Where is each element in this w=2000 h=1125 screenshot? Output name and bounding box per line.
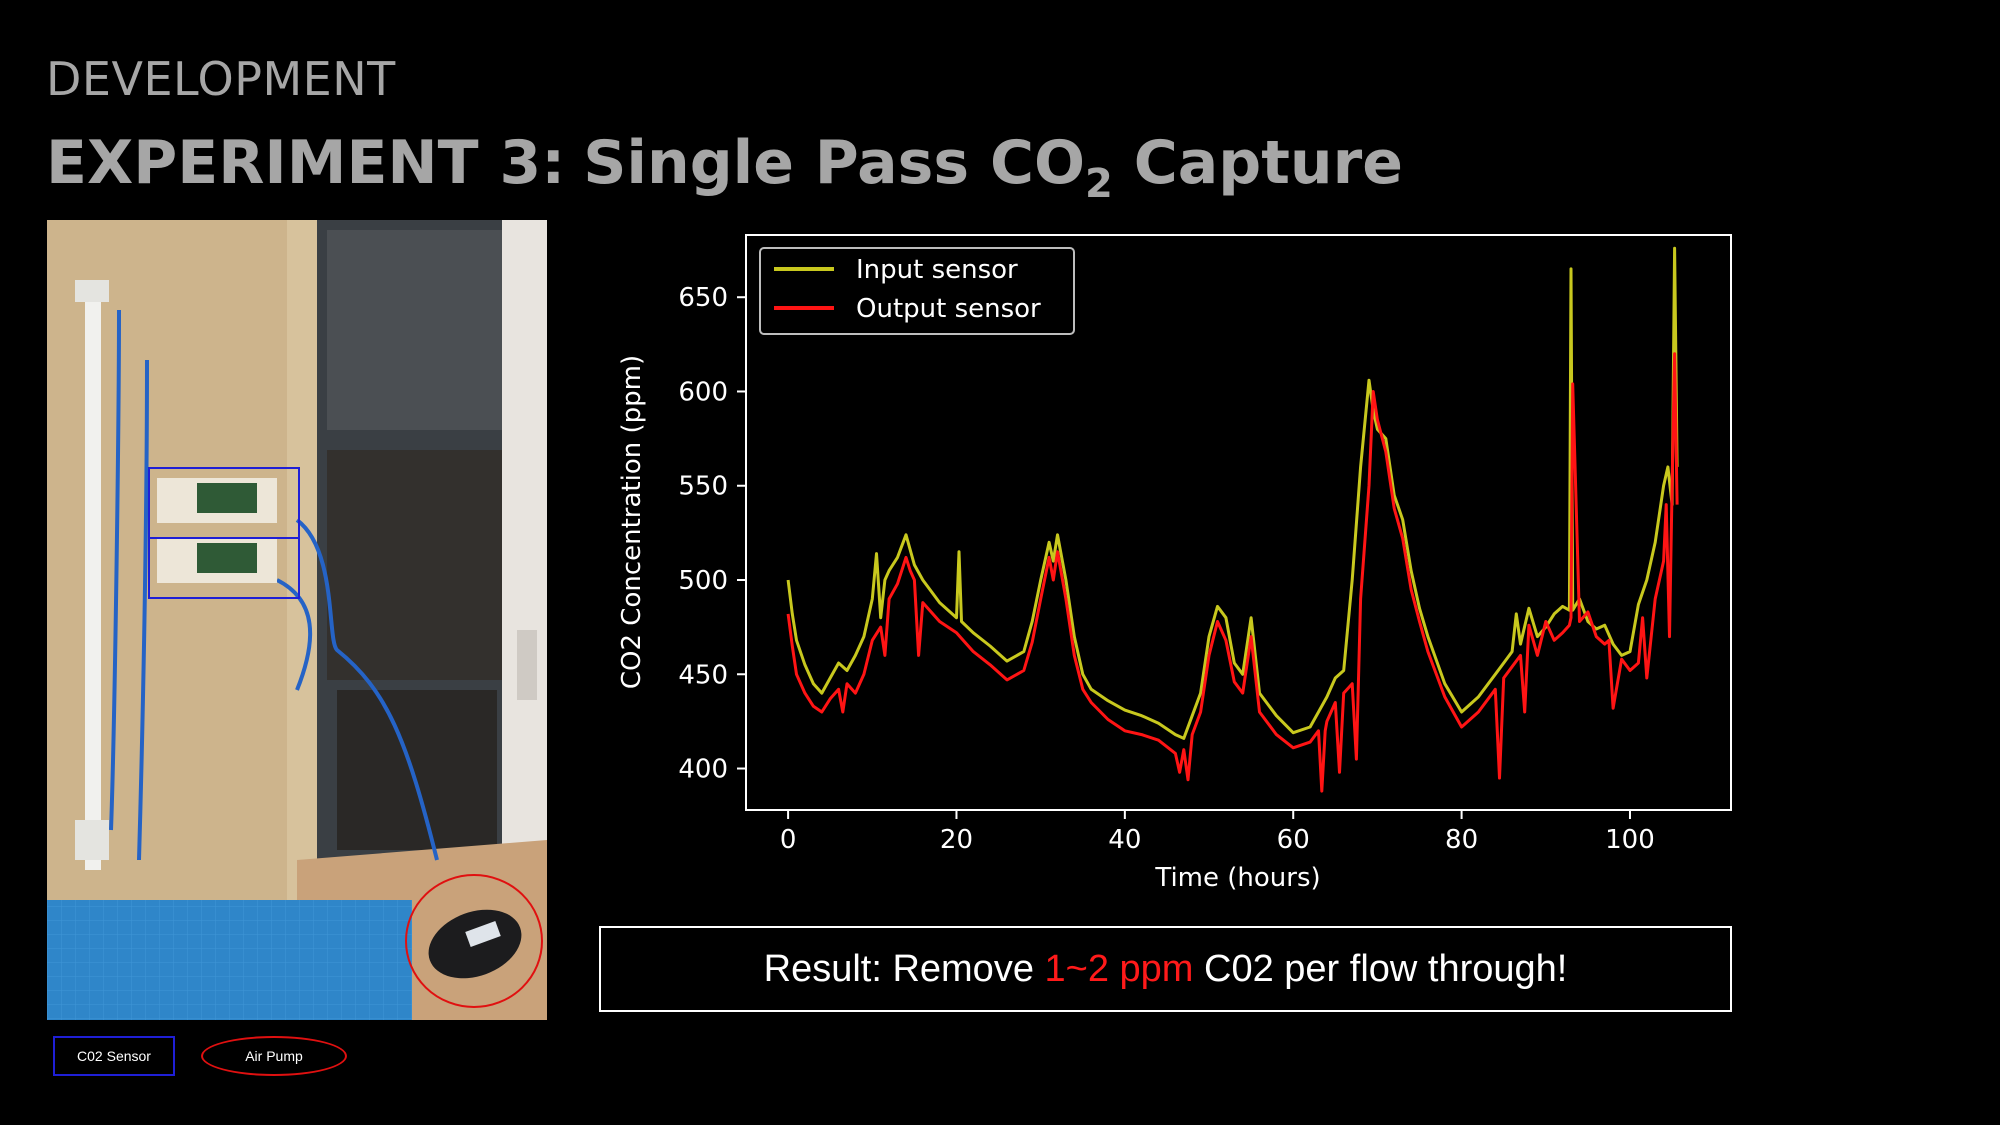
legend-air-pump: Air Pump (201, 1036, 347, 1076)
slide-title: EXPERIMENT 3: Single Pass CO2 Capture (46, 128, 1403, 204)
x-tick-label: 100 (1605, 825, 1655, 855)
title-prefix: EXPERIMENT 3: (46, 128, 566, 198)
x-axis-label: Time (hours) (1154, 863, 1320, 893)
y-tick-label: 400 (678, 755, 728, 785)
legend-air-pump-label: Air Pump (245, 1048, 303, 1064)
x-tick-label: 60 (1277, 825, 1310, 855)
y-tick-label: 450 (678, 660, 728, 690)
title-subscript: 2 (1085, 161, 1113, 207)
chart-legend: Input sensor Output sensor (759, 247, 1075, 335)
y-tick-label: 600 (678, 377, 728, 407)
section-label: DEVELOPMENT (46, 52, 396, 106)
y-tick-label: 500 (678, 566, 728, 596)
x-tick-label: 20 (940, 825, 973, 855)
legend-label-output: Output sensor (856, 294, 1041, 324)
result-text: Result: Remove (763, 947, 1045, 990)
experiment-photo (47, 220, 547, 1020)
legend-co2-sensor: C02 Sensor (53, 1036, 175, 1076)
title-suffix: Capture (1112, 128, 1403, 198)
result-highlight: 1~2 ppm (1044, 947, 1194, 990)
y-tick-label: 650 (678, 283, 728, 313)
legend-label-input: Input sensor (856, 255, 1018, 285)
co2-line-chart: 0 20 40 60 80 100 400 450 500 550 600 650 Time (hou… (617, 234, 1732, 893)
x-tick-label: 0 (780, 825, 797, 855)
x-tick-label: 40 (1108, 825, 1141, 855)
legend-co2-sensor-label: C02 Sensor (77, 1048, 151, 1064)
y-axis-label: CO2 Concentration (ppm) (617, 355, 647, 689)
result-text-end: C02 per flow through! (1193, 947, 1568, 990)
title-main: Single Pass CO (583, 128, 1085, 198)
series-line-output (786, 352, 1679, 793)
plot-frame (745, 234, 1732, 811)
x-tick-label: 80 (1445, 825, 1478, 855)
series-line-input (786, 246, 1679, 740)
result-box: Result: Remove 1~2 ppm C02 per flow thro… (599, 926, 1732, 1012)
y-tick-label: 550 (678, 472, 728, 502)
legend-frame (759, 247, 1075, 335)
